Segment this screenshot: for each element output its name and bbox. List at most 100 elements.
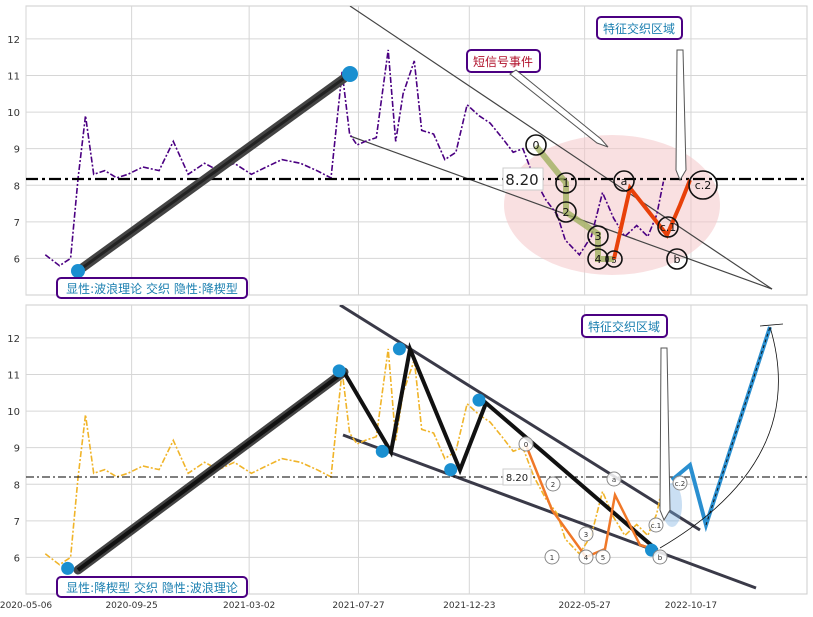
wave-label-circle [657, 216, 679, 238]
bottom-price-line [44, 348, 665, 566]
wave-label: c.1 [660, 221, 677, 234]
wave-label-circle [587, 248, 609, 270]
x-tick-label: 2021-03-02 [223, 601, 275, 611]
zigzag-pivot-marker [375, 444, 389, 458]
wave-label-circle [555, 201, 577, 223]
bottom-value-label: 8.20 [506, 473, 528, 484]
top-wave-correction [612, 179, 692, 260]
wave-label-circle [688, 170, 718, 200]
wave-label: a [621, 175, 628, 188]
wave-label: a [612, 476, 616, 484]
bottom-y-ticks: 6 7 8 9 10 11 12 [7, 334, 20, 564]
top-wave-impulse [533, 144, 614, 262]
wave-label-circle [605, 250, 623, 268]
wave-label-circle [648, 517, 664, 533]
top-y-ticks: 6 7 8 9 10 11 12 [7, 35, 20, 265]
wave-label-circle [595, 549, 611, 565]
x-tick-label: 2022-10-17 [665, 601, 717, 611]
wave-label-circle [666, 248, 688, 270]
short-signal-label: 短信号事件 [473, 55, 533, 69]
top-feature-zone-label: 特征交织区域 [603, 21, 675, 36]
y-tick-label: 10 [7, 407, 20, 418]
y-tick-label: 9 [14, 145, 20, 156]
wave-label: 5 [601, 554, 605, 562]
wave-label: 2 [563, 206, 570, 219]
wave-label: 2 [551, 481, 555, 489]
short-signal-frame [466, 49, 541, 73]
top-pivot-start [71, 264, 85, 278]
wave-label-circle [578, 549, 594, 565]
bottom-pivots [61, 342, 659, 575]
wave-label-circle [587, 225, 609, 247]
wave-label: 4 [584, 554, 589, 562]
y-tick-label: 12 [7, 35, 20, 46]
wave-label: 0 [524, 441, 528, 449]
y-tick-label: 10 [7, 108, 20, 119]
bottom-projection-cap [759, 323, 784, 327]
wave-label-circle [555, 172, 577, 194]
top-feature-zone-frame [596, 16, 683, 40]
y-tick-label: 8 [14, 181, 20, 192]
zigzag-pivot-marker [392, 342, 406, 356]
top-value-label-box [502, 167, 544, 191]
y-tick-label: 12 [7, 334, 20, 345]
x-tick-label: 2020-05-06 [0, 601, 52, 611]
top-price-line [44, 49, 665, 267]
bottom-box-bottom-frame [56, 576, 248, 598]
bottom-projection-dash [705, 326, 771, 526]
top-pivot-peak [342, 66, 358, 82]
bottom-box-bottom-text: 显性:降楔型 交织 隐性:波浪理论 [66, 580, 238, 595]
wave-label: b [674, 253, 681, 266]
wave-label: 5 [611, 256, 616, 265]
wave-label: c.1 [651, 522, 662, 530]
zigzag-pivot-marker [332, 364, 346, 378]
wave-label-circle [545, 476, 561, 492]
top-box-bottom-text: 显性:波浪理论 交织 隐性:降楔型 [66, 281, 238, 296]
x-tick-label: 2020-09-25 [105, 601, 157, 611]
bottom-wedge-lower-line [342, 433, 757, 590]
y-tick-label: 8 [14, 480, 20, 491]
y-tick-label: 9 [14, 444, 20, 455]
y-tick-label: 11 [7, 72, 20, 83]
wave-label: 0 [533, 139, 540, 152]
wave-label: 3 [595, 230, 602, 243]
wave-label-circle [578, 526, 594, 542]
bottom-plot-area [25, 304, 808, 595]
wave-label: c.2 [675, 480, 686, 488]
x-tick-label: 2021-12-23 [443, 601, 495, 611]
x-tick-label: 2021-07-27 [332, 601, 384, 611]
bottom-feature-zone-label: 特征交织区域 [588, 319, 660, 334]
y-tick-label: 6 [14, 254, 20, 265]
y-tick-label: 11 [7, 371, 20, 382]
wave-label-circle [672, 475, 688, 491]
wave-label-circle [544, 549, 560, 565]
wave-label: c.2 [695, 179, 712, 192]
y-tick-label: 6 [14, 553, 20, 564]
wave-label-circle [613, 170, 635, 192]
zigzag-pivot-marker [444, 463, 458, 477]
wave-label-circle [525, 134, 547, 156]
wave-label: 4 [595, 253, 602, 266]
bottom-wave-small [524, 444, 658, 559]
bottom-wave-labels: 0 1 2 3 4 5 a b c.1 c.2 [518, 436, 688, 565]
wave-label: b [658, 554, 663, 562]
bottom-feature-zone-arrow [659, 347, 671, 522]
short-signal-arrow [509, 69, 609, 148]
bottom-x-ticks: 2020-05-06 2020-09-25 2021-03-02 2021-07-27… [0, 601, 717, 611]
zigzag-pivot-marker [61, 561, 75, 575]
top-wedge-lower-line [349, 135, 773, 290]
top-value-label: 8.20 [505, 171, 538, 189]
top-feature-zone-arrow [675, 49, 687, 182]
bottom-value-label-box [502, 468, 532, 486]
wave-label-circle [606, 471, 622, 487]
y-tick-label: 7 [14, 517, 20, 528]
top-wedge-upper-line [349, 6, 773, 290]
x-tick-label: 2022-05-27 [558, 601, 610, 611]
y-tick-label: 7 [14, 218, 20, 229]
top-trend-line-core [77, 72, 351, 273]
wave-label: 1 [563, 177, 570, 190]
top-feature-ellipse [504, 135, 720, 275]
